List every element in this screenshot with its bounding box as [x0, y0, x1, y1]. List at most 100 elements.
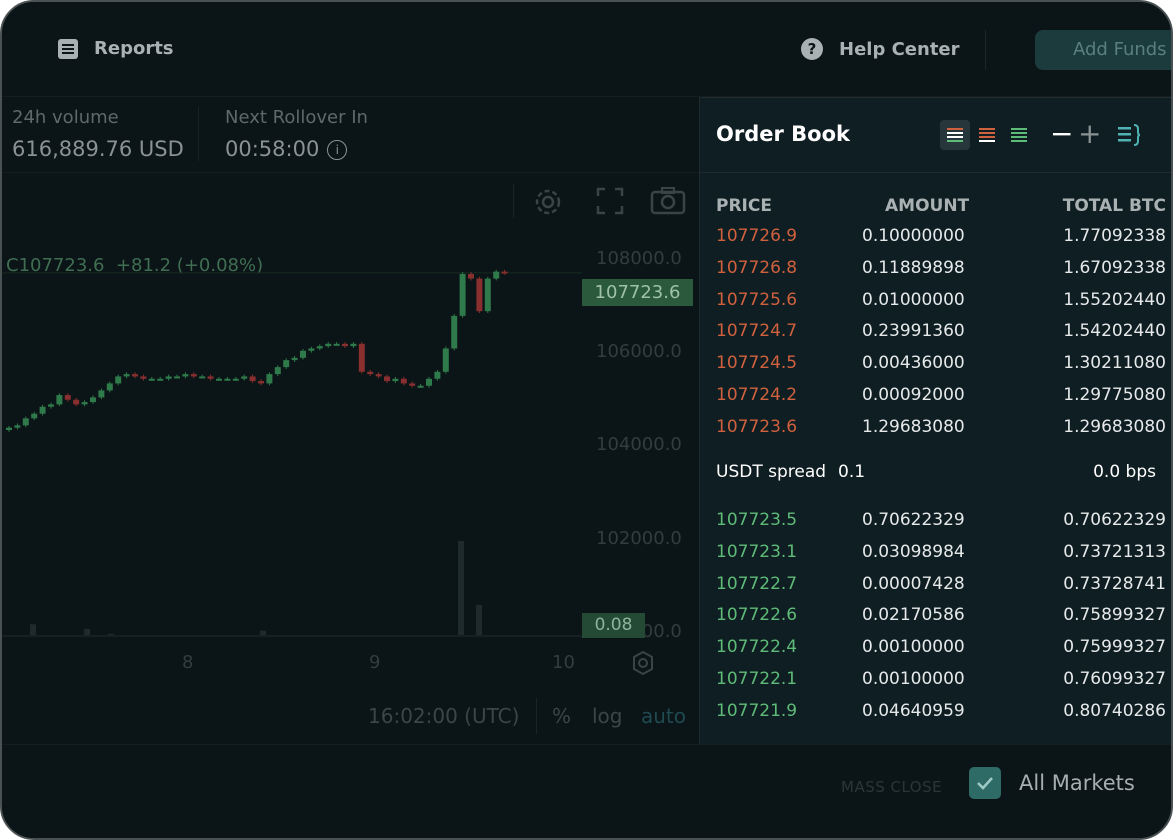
legend-change: +81.2 (+0.08%) [115, 255, 264, 276]
bid-row[interactable]: 107722.6 0.02170586 0.75899327 [700, 605, 1171, 637]
volume-bar [260, 630, 266, 637]
ask-total: 1.67092338 [1063, 257, 1166, 278]
x-tick-label: 10 [552, 652, 575, 673]
candle [106, 383, 113, 391]
minus-button[interactable]: − [1050, 117, 1074, 150]
candle [224, 378, 231, 381]
candle [342, 343, 348, 347]
candle [56, 395, 63, 405]
bid-price: 107722.4 [716, 637, 798, 658]
ask-total: 1.29775080 [1063, 385, 1166, 405]
bid-row[interactable]: 107723.1 0.03098984 0.73721313 [700, 541, 1171, 574]
grouping-icon[interactable] [1116, 122, 1142, 148]
candle [249, 376, 256, 382]
volume-label: 24h volume [12, 107, 119, 128]
candle [182, 374, 189, 377]
bid-row[interactable]: 107722.4 0.00100000 0.75999327 [700, 637, 1171, 669]
reports-link[interactable]: Reports [58, 38, 174, 59]
ask-row[interactable]: 107726.8 0.11889898 1.67092338 [700, 257, 1171, 290]
candle [409, 383, 416, 386]
ask-row[interactable]: 107726.9 0.10000000 1.77092338 [700, 226, 1171, 258]
ask-price: 107726.9 [716, 226, 798, 246]
mass-close-button[interactable]: MASS CLOSE [841, 778, 943, 796]
volume-baseline [2, 635, 582, 637]
add-funds-button[interactable]: Add Funds [1035, 30, 1171, 70]
candle [484, 278, 491, 312]
ask-row[interactable]: 107723.6 1.29683080 1.29683080 [700, 416, 1171, 449]
ask-total: 1.54202440 [1063, 321, 1166, 342]
bid-row[interactable]: 107721.9 0.04640959 0.80740286 [700, 701, 1171, 733]
candle [241, 376, 248, 379]
bid-row[interactable]: 107723.5 0.70622329 0.70622329 [700, 510, 1171, 542]
candle [367, 371, 374, 375]
candle [300, 350, 306, 358]
bid-row[interactable]: 107722.7 0.00007428 0.73728741 [700, 573, 1171, 606]
ask-price: 107724.2 [716, 385, 798, 405]
ask-amount: 0.00436000 [862, 353, 965, 374]
candle [451, 315, 458, 349]
bid-total: 0.73728741 [1063, 573, 1166, 594]
book-bids-icon[interactable] [1004, 120, 1034, 150]
view-both-button[interactable] [940, 120, 970, 150]
bid-price: 107723.1 [716, 541, 798, 562]
candle [140, 376, 147, 379]
bid-row[interactable]: 107722.1 0.00100000 0.76099327 [700, 669, 1171, 701]
percent-toggle[interactable]: % [552, 704, 572, 728]
candle [157, 378, 164, 381]
order-book-header: Order Book − + [700, 98, 1171, 173]
volume-value: 616,889.76 USD [12, 137, 184, 161]
help-center-link[interactable]: ? Help Center [801, 38, 960, 60]
candle [426, 378, 432, 386]
list-icon [58, 38, 78, 59]
candlestick-chart[interactable] [2, 232, 582, 642]
market-stats: 24h volume 616,889.76 USD Next Rollover … [2, 97, 699, 173]
bid-total: 0.76099327 [1063, 669, 1166, 689]
help-center-label: Help Center [839, 38, 960, 60]
price-column-header: PRICE [716, 196, 772, 216]
y-tick-label: 108000.0 [596, 247, 682, 269]
auto-toggle[interactable]: auto [641, 704, 687, 728]
ask-amount: 1.29683080 [862, 416, 965, 437]
ask-row[interactable]: 107724.2 0.00092000 1.29775080 [700, 385, 1171, 417]
candle [358, 343, 365, 372]
order-book-columns: PRICE AMOUNT TOTAL BTC [700, 196, 1171, 220]
candle [148, 378, 155, 381]
chart-legend: C107723.6 +81.2 (+0.08%) [6, 255, 263, 276]
volume-badge: 0.08 [582, 613, 645, 638]
bid-amount: 0.03098984 [862, 541, 965, 562]
candle [6, 427, 12, 431]
ask-total: 1.77092338 [1063, 226, 1166, 246]
candle [274, 367, 281, 375]
spread-bps: 0.0 bps [1093, 462, 1156, 482]
candle [375, 374, 382, 377]
spread-row: USDT spread 0.1 0.0 bps [700, 462, 1171, 488]
candle [48, 404, 54, 407]
legend-price: 107723.6 [18, 255, 105, 276]
bid-amount: 0.02170586 [862, 605, 965, 626]
axis-settings-icon[interactable] [630, 650, 656, 676]
ask-row[interactable]: 107724.7 0.23991360 1.54202440 [700, 321, 1171, 353]
ask-row[interactable]: 107724.5 0.00436000 1.30211080 [700, 353, 1171, 385]
candle [468, 273, 474, 279]
chart-footer: 16:02:00 (UTC) % log auto [2, 692, 699, 744]
book-asks-icon[interactable] [972, 120, 1002, 150]
y-tick-label: 102000.0 [596, 527, 682, 549]
settings-icon[interactable] [530, 184, 566, 220]
ask-row[interactable]: 107725.6 0.01000000 1.55202440 [700, 290, 1171, 322]
top-bar: Reports ? Help Center Add Funds [2, 2, 1171, 97]
bid-amount: 0.00007428 [862, 573, 965, 594]
all-markets-checkbox[interactable] [969, 767, 1001, 799]
camera-icon[interactable] [650, 186, 686, 216]
fullscreen-icon[interactable] [595, 186, 625, 216]
utc-time: 16:02:00 (UTC) [368, 704, 520, 728]
ask-price: 107724.5 [716, 353, 798, 374]
info-icon[interactable]: i [327, 140, 348, 160]
plus-button[interactable]: + [1078, 117, 1102, 150]
candle [283, 360, 290, 368]
log-toggle[interactable]: log [592, 704, 623, 728]
candle [442, 348, 449, 372]
ask-price: 107724.7 [716, 321, 798, 342]
question-icon: ? [801, 38, 823, 60]
order-book-panel: Order Book − + PRICE AMOUNT TOTAL BTC [699, 97, 1171, 745]
